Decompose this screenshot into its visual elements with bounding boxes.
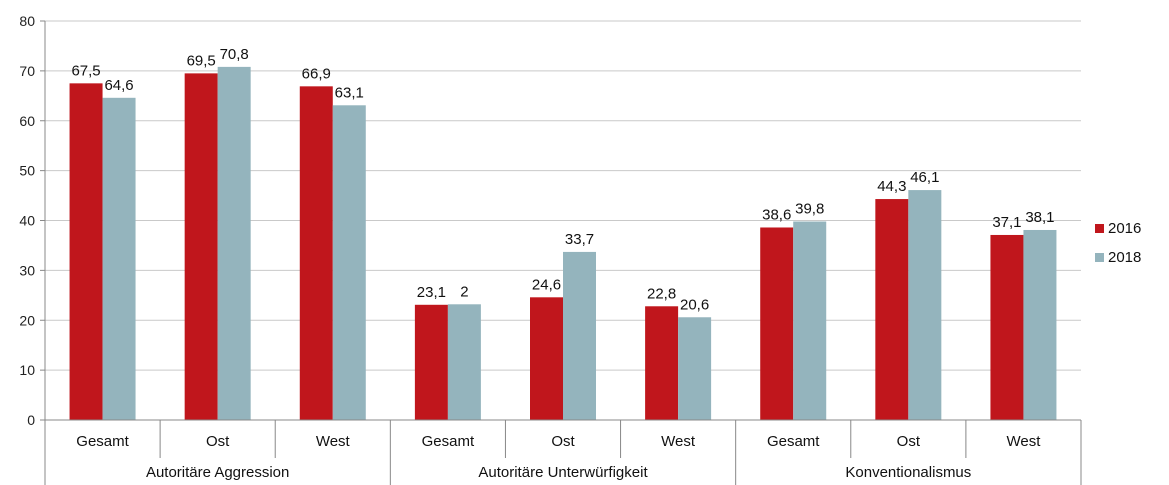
y-tick-label: 80: [19, 13, 35, 29]
data-labels: 67,5 69,5 66,9 23,1 24,6 22,8 38,6 44,3 37,1 64,6…: [71, 46, 1054, 313]
bars: [69, 66, 1057, 421]
legend-swatch-2016: [1095, 224, 1104, 233]
group-label: Autoritäre Aggression: [146, 464, 289, 481]
y-tick-label: 40: [19, 213, 35, 229]
bar-2018-3: [447, 304, 481, 420]
bar-2016-0: [69, 83, 103, 420]
y-axis: 0 10 20 30 40 50 60 70 80: [19, 13, 46, 428]
data-label-2018-5: 20,6: [680, 296, 709, 313]
bar-2018-6: [793, 221, 827, 420]
data-label-2018-8: 38,1: [1025, 209, 1054, 226]
data-label-2016-4: 24,6: [532, 276, 561, 293]
data-label-2016-1: 69,5: [187, 52, 216, 69]
bar-2018-4: [563, 251, 596, 420]
group-label: Autoritäre Unterwürfigkeit: [478, 464, 648, 481]
data-label-2018-2: 63,1: [335, 84, 364, 101]
category-label: Ost: [206, 433, 230, 450]
bar-2016-3: [414, 304, 448, 420]
x-axis: Gesamt Ost West Gesamt Ost West Gesamt Ost West A…: [44, 419, 1082, 485]
category-label: Gesamt: [76, 433, 129, 450]
bar-2016-7: [875, 199, 909, 420]
bar-2016-1: [184, 73, 218, 421]
bar-2016-8: [990, 234, 1024, 420]
category-label: West: [661, 433, 696, 450]
category-label: Gesamt: [422, 433, 475, 450]
bar-2018-7: [908, 190, 942, 420]
bar-2016-6: [760, 227, 794, 420]
legend: 2016 2018: [1095, 220, 1141, 266]
y-tick-label: 50: [19, 163, 35, 179]
y-tick-label: 70: [19, 63, 35, 79]
data-label-2016-0: 67,5: [71, 62, 100, 79]
data-label-2016-5: 22,8: [647, 285, 676, 302]
bar-2018-8: [1023, 229, 1057, 420]
category-label: West: [1006, 433, 1041, 450]
data-label-2018-6: 39,8: [795, 200, 824, 217]
bar-2018-5: [678, 317, 712, 420]
group-label: Konventionalismus: [845, 464, 971, 481]
data-label-2016-6: 38,6: [762, 206, 791, 223]
bar-2016-4: [530, 297, 563, 420]
data-label-2016-8: 37,1: [992, 214, 1021, 231]
data-label-2018-7: 46,1: [910, 169, 939, 186]
data-label-2016-7: 44,3: [877, 178, 906, 195]
category-label: West: [316, 433, 351, 450]
category-label: Ost: [897, 433, 921, 450]
legend-label-2016: 2016: [1108, 220, 1141, 237]
y-tick-label: 10: [19, 362, 35, 378]
data-label-2018-0: 64,6: [104, 77, 133, 94]
data-label-2018-4: 33,7: [565, 231, 594, 248]
y-tick-label: 20: [19, 312, 35, 328]
data-label-2018-1: 70,8: [220, 46, 249, 63]
category-label: Ost: [551, 433, 575, 450]
bar-2016-2: [299, 86, 333, 421]
data-label-2016-2: 66,9: [302, 65, 331, 82]
bar-2018-0: [102, 97, 136, 421]
legend-swatch-2018: [1095, 253, 1104, 262]
data-label-2016-3: 23,1: [417, 284, 446, 301]
bar-2016-5: [645, 306, 679, 420]
y-tick-label: 30: [19, 262, 35, 278]
category-label: Gesamt: [767, 433, 820, 450]
y-tick-label: 60: [19, 113, 35, 129]
legend-label-2018: 2018: [1108, 249, 1141, 266]
y-tick-label: 0: [27, 412, 35, 428]
bar-2018-2: [332, 105, 366, 420]
bar-2018-1: [217, 66, 251, 420]
data-label-2018-3: 2: [460, 283, 468, 300]
